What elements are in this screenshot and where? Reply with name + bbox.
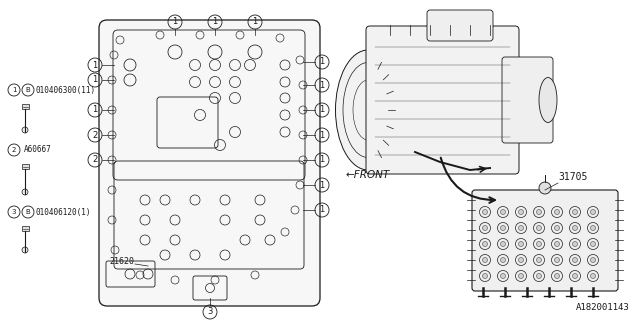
Circle shape xyxy=(483,210,488,214)
Circle shape xyxy=(536,242,541,246)
Circle shape xyxy=(518,258,524,262)
Circle shape xyxy=(554,210,559,214)
Text: 1: 1 xyxy=(319,58,324,67)
Circle shape xyxy=(573,274,577,278)
Text: 2: 2 xyxy=(92,131,98,140)
FancyBboxPatch shape xyxy=(502,57,553,143)
Circle shape xyxy=(500,226,506,230)
Text: 31705: 31705 xyxy=(558,172,588,182)
Bar xyxy=(22,226,29,231)
Circle shape xyxy=(518,210,524,214)
FancyBboxPatch shape xyxy=(472,190,618,291)
Circle shape xyxy=(22,247,28,253)
Text: 3: 3 xyxy=(207,308,212,316)
Circle shape xyxy=(539,182,551,194)
Circle shape xyxy=(591,242,595,246)
Ellipse shape xyxy=(539,77,557,123)
Text: 1: 1 xyxy=(319,205,324,214)
Text: A60667: A60667 xyxy=(24,146,52,155)
Circle shape xyxy=(591,258,595,262)
Circle shape xyxy=(536,258,541,262)
Circle shape xyxy=(591,226,595,230)
Circle shape xyxy=(500,274,506,278)
Text: B: B xyxy=(26,87,30,93)
Circle shape xyxy=(554,226,559,230)
Circle shape xyxy=(483,242,488,246)
Circle shape xyxy=(22,189,28,195)
Ellipse shape xyxy=(335,50,401,170)
Circle shape xyxy=(591,210,595,214)
Text: B: B xyxy=(26,209,30,215)
Circle shape xyxy=(500,242,506,246)
Circle shape xyxy=(518,226,524,230)
Circle shape xyxy=(536,210,541,214)
Text: 1: 1 xyxy=(212,18,218,27)
Circle shape xyxy=(573,242,577,246)
Text: 3: 3 xyxy=(12,209,16,215)
FancyBboxPatch shape xyxy=(366,26,519,174)
Text: 1: 1 xyxy=(319,180,324,189)
Circle shape xyxy=(518,242,524,246)
Circle shape xyxy=(573,226,577,230)
Circle shape xyxy=(554,242,559,246)
Circle shape xyxy=(500,210,506,214)
Text: ←FRONT: ←FRONT xyxy=(346,170,390,180)
FancyBboxPatch shape xyxy=(99,20,320,306)
Circle shape xyxy=(22,127,28,133)
Circle shape xyxy=(591,274,595,278)
Text: 1: 1 xyxy=(319,81,324,90)
Text: 2: 2 xyxy=(12,147,16,153)
Circle shape xyxy=(573,210,577,214)
Text: 1: 1 xyxy=(12,87,16,93)
Circle shape xyxy=(554,258,559,262)
Text: 010406300(11): 010406300(11) xyxy=(36,85,96,94)
Bar xyxy=(22,164,29,169)
Text: 21620: 21620 xyxy=(109,258,134,267)
Text: A182001143: A182001143 xyxy=(576,303,630,312)
Circle shape xyxy=(483,258,488,262)
Text: 1: 1 xyxy=(319,106,324,115)
Text: 1: 1 xyxy=(92,60,98,69)
Circle shape xyxy=(536,274,541,278)
Circle shape xyxy=(518,274,524,278)
FancyBboxPatch shape xyxy=(427,10,493,41)
Circle shape xyxy=(573,258,577,262)
Text: 1: 1 xyxy=(92,106,98,115)
Bar xyxy=(22,104,29,109)
Text: 1: 1 xyxy=(319,131,324,140)
Circle shape xyxy=(483,226,488,230)
Text: 1: 1 xyxy=(92,76,98,84)
Circle shape xyxy=(500,258,506,262)
Circle shape xyxy=(554,274,559,278)
Text: 2: 2 xyxy=(92,156,98,164)
Circle shape xyxy=(536,226,541,230)
Circle shape xyxy=(483,274,488,278)
Text: 1: 1 xyxy=(319,156,324,164)
Text: 1: 1 xyxy=(252,18,258,27)
Text: 010406120(1): 010406120(1) xyxy=(36,207,92,217)
Text: 1: 1 xyxy=(172,18,178,27)
